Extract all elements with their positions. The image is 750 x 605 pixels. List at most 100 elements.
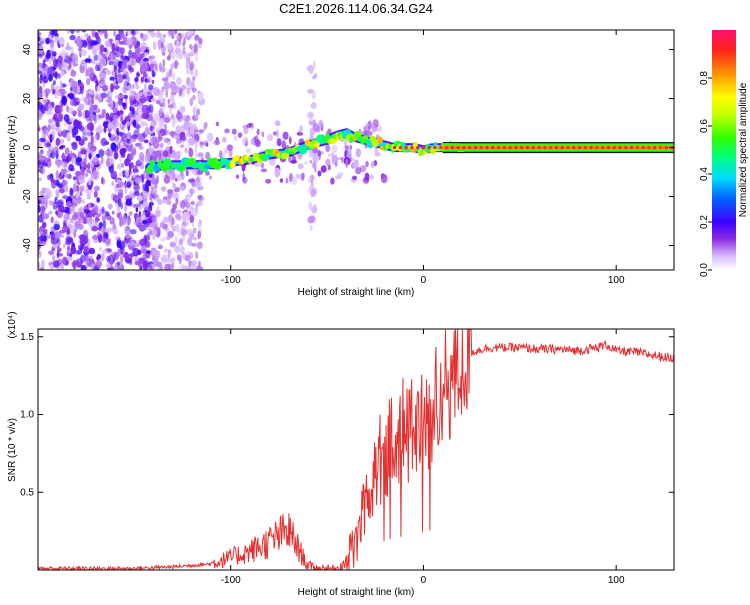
heatmap-cell [167,230,174,239]
heatmap-cell [66,132,70,140]
heatmap-cell [71,53,79,62]
heatmap-cell [103,47,108,53]
heatmap-cell [120,62,128,70]
heatmap-cell [306,65,314,72]
heatmap-cell [41,211,46,221]
heatmap-cell [260,162,265,169]
steady-signal-peak [595,146,599,150]
heatmap-cell [72,213,78,221]
heatmap-cell [186,114,191,122]
heatmap-cell [100,58,105,65]
heatmap-cell [274,120,281,126]
heatmap-cell [134,165,138,173]
heatmap-cell [69,30,75,35]
heatmap-cell [169,241,176,248]
heatmap-cell [134,191,140,196]
heatmap-cell [92,171,98,176]
heatmap-cell [118,110,124,115]
heatmap-cell [67,93,70,98]
heatmap-cell [78,125,85,132]
steady-signal-peak [641,146,645,150]
heatmap-cell [95,82,98,92]
heatmap-cell [135,85,140,90]
heatmap-cell [86,192,92,200]
heatmap-cell [152,60,157,64]
heatmap-cell [40,201,48,210]
heatmap-cell [48,250,55,255]
heatmap-cell [103,127,107,133]
heatmap-cell [52,70,58,76]
heatmap-cell [166,55,171,61]
heatmap-cell [113,170,117,176]
heatmap-cell [84,33,89,38]
heatmap-cell [158,118,164,127]
heatmap-cell [171,217,175,226]
heatmap-cell [41,221,47,229]
heatmap-cell [142,33,149,41]
heatmap-cell [254,135,259,145]
heatmap-cell [38,102,43,110]
heatmap-cell [109,157,114,166]
heatmap-cell [222,136,227,143]
x-tick-label: -100 [221,275,241,286]
heatmap-cell [84,96,91,106]
heatmap-cell [116,131,124,136]
heatmap-cell [101,249,109,255]
heatmap-cell [58,127,61,133]
heatmap-cell [69,187,74,196]
top-y-axis-label: Frequency (Hz) [7,116,18,185]
colorbar-gradient [712,30,736,270]
heatmap-cell [136,71,140,79]
heatmap-cell [178,238,183,246]
heatmap-cell [136,58,141,63]
heatmap-cell [123,80,128,89]
colorbar-tick-label: 0.4 [699,167,710,181]
heatmap-cell [193,43,198,53]
track-blob [145,166,154,174]
heatmap-cell [113,114,119,121]
heatmap-cell [119,155,122,164]
heatmap-cell [38,162,44,169]
heatmap-cell [160,257,166,264]
heatmap-cell [151,79,155,85]
heatmap-cell [116,237,121,241]
heatmap-cell [76,85,81,94]
heatmap-cell [85,129,91,139]
heatmap-cell [80,85,84,95]
heatmap-cell [88,90,96,95]
heatmap-cell [93,74,98,83]
heatmap-cell [130,229,137,235]
track-blob [362,135,369,140]
heatmap-cell [178,186,185,190]
heatmap-cell [132,38,137,47]
heatmap-cell [122,120,126,126]
heatmap-cell [365,160,369,168]
heatmap-cell [185,59,189,65]
steady-signal-peak [491,146,495,150]
heatmap-cell [153,91,159,96]
heatmap-cell [71,220,75,227]
heatmap-cell [80,149,87,155]
x-tick-label: -100 [221,575,241,586]
heatmap-cell [78,175,85,180]
heatmap-cell [172,133,179,140]
heatmap-cell [86,122,94,131]
heatmap-cell [121,240,126,250]
heatmap-cell [63,114,70,123]
track-blob [302,145,308,154]
heatmap-cell [81,255,87,262]
heatmap-cell [108,132,112,138]
steady-signal-peak [508,146,512,150]
heatmap-cell [260,168,267,173]
heatmap-cell [141,52,145,58]
heatmap-cell [224,128,230,134]
top-panel: -100 0 100 -40 -20 0 20 40 Height of straight … [7,29,675,298]
steady-signal-peak [468,146,472,150]
heatmap-cell [160,237,168,242]
heatmap-cell [39,239,44,244]
heatmap-cell [331,144,338,154]
heatmap-cell [47,118,55,126]
heatmap-cell [182,265,187,270]
heatmap-cell [46,151,50,158]
heatmap-cell [285,178,289,184]
